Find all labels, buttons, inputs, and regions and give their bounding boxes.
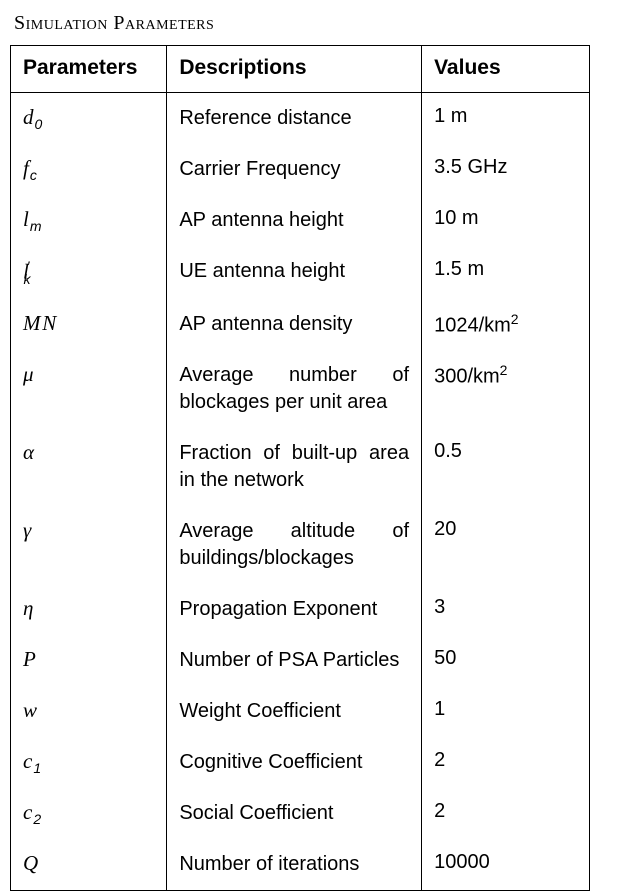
table-row: l′kUE antenna height1.5 m	[11, 246, 590, 299]
table-row: QNumber of iterations10000	[11, 839, 590, 891]
table-body: d0Reference distance1 mfcCarrier Frequen…	[11, 93, 590, 891]
table-row: wWeight Coefficient1	[11, 686, 590, 737]
value-cell: 1	[422, 686, 590, 737]
value-cell: 1024/km2	[422, 299, 590, 350]
value-cell: 0.5	[422, 428, 590, 506]
param-cell: fc	[11, 144, 167, 195]
param-cell: lm	[11, 195, 167, 246]
value-cell: 3.5 GHz	[422, 144, 590, 195]
param-cell: μ	[11, 350, 167, 428]
desc-cell: Social Coefficient	[167, 788, 422, 839]
col-header-descriptions: Descriptions	[167, 46, 422, 93]
table-header-row: Parameters Descriptions Values	[11, 46, 590, 93]
value-cell: 300/km2	[422, 350, 590, 428]
param-cell: w	[11, 686, 167, 737]
param-cell: M N	[11, 299, 167, 350]
table-row: c1Cognitive Coefficient2	[11, 737, 590, 788]
table-row: d0Reference distance1 m	[11, 93, 590, 145]
value-cell: 10 m	[422, 195, 590, 246]
table-row: c2Social Coefficient2	[11, 788, 590, 839]
desc-cell: Number of PSA Parti­cles	[167, 635, 422, 686]
param-cell: Q	[11, 839, 167, 891]
value-cell: 2	[422, 788, 590, 839]
desc-cell: Average altitude of buildings/blockages	[167, 506, 422, 584]
value-cell: 10000	[422, 839, 590, 891]
col-header-values: Values	[422, 46, 590, 93]
param-cell: η	[11, 584, 167, 635]
col-header-parameters: Parameters	[11, 46, 167, 93]
desc-cell: AP antenna height	[167, 195, 422, 246]
param-cell: γ	[11, 506, 167, 584]
param-cell: c2	[11, 788, 167, 839]
table-row: PNumber of PSA Parti­cles50	[11, 635, 590, 686]
table-row: M NAP antenna density1024/km2	[11, 299, 590, 350]
param-cell: P	[11, 635, 167, 686]
table-row: ηPropagation Exponent3	[11, 584, 590, 635]
table-row: μAverage number of blockages per unit ar…	[11, 350, 590, 428]
desc-cell: AP antenna density	[167, 299, 422, 350]
param-cell: α	[11, 428, 167, 506]
value-cell: 20	[422, 506, 590, 584]
desc-cell: Carrier Frequency	[167, 144, 422, 195]
table-row: αFraction of built-up area in the networ…	[11, 428, 590, 506]
page-root: Simulation Parameters Parameters Descrip…	[0, 0, 630, 842]
value-cell: 3	[422, 584, 590, 635]
desc-cell: Reference distance	[167, 93, 422, 145]
value-cell: 1 m	[422, 93, 590, 145]
param-cell: l′k	[11, 246, 167, 299]
param-cell: d0	[11, 93, 167, 145]
table-row: lmAP antenna height10 m	[11, 195, 590, 246]
desc-cell: Weight Coefficient	[167, 686, 422, 737]
desc-cell: Cognitive Coefficient	[167, 737, 422, 788]
table-caption: Simulation Parameters	[14, 12, 590, 35]
value-cell: 50	[422, 635, 590, 686]
sim-params-table: Parameters Descriptions Values d0Referen…	[10, 45, 590, 891]
table-row: γAverage altitude of buildings/blockages…	[11, 506, 590, 584]
table-row: fcCarrier Frequency3.5 GHz	[11, 144, 590, 195]
value-cell: 1.5 m	[422, 246, 590, 299]
desc-cell: UE antenna height	[167, 246, 422, 299]
desc-cell: Average number of blockages per unit are…	[167, 350, 422, 428]
value-cell: 2	[422, 737, 590, 788]
desc-cell: Fraction of built-up area in the network	[167, 428, 422, 506]
desc-cell: Propagation Exponent	[167, 584, 422, 635]
param-cell: c1	[11, 737, 167, 788]
desc-cell: Number of iterations	[167, 839, 422, 891]
